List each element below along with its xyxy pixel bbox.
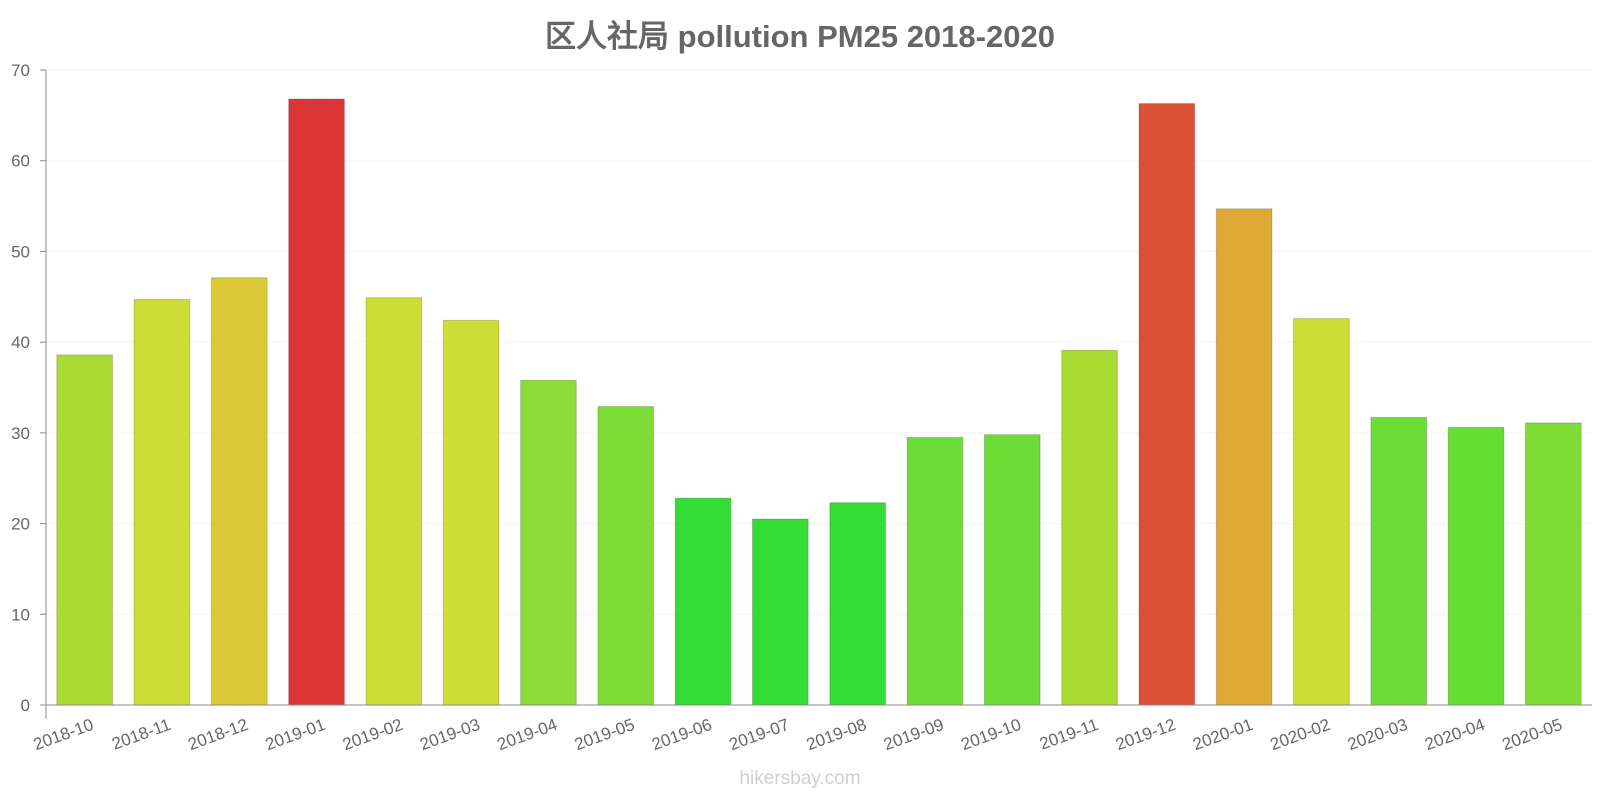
bar-2019-05 — [597, 406, 655, 706]
y-tick-label: 40 — [11, 333, 30, 352]
x-tick-label: 2019-06 — [649, 715, 714, 754]
x-tick-label: 2019-01 — [263, 715, 328, 754]
y-tick-label: 60 — [11, 152, 30, 171]
x-axis-ticks: 2018-10 2018-11 2018-12 2019-01 2019-02 2019-… — [31, 715, 1565, 754]
bar-2020-05 — [1525, 422, 1582, 706]
x-tick-label: 2018-12 — [185, 715, 250, 754]
x-tick-label: 2019-11 — [1037, 715, 1101, 754]
x-tick-label: 2019-03 — [417, 715, 482, 754]
x-tick-label: 2019-07 — [727, 715, 792, 754]
x-tick-label: 2019-02 — [340, 715, 405, 754]
bar-2019-02 — [365, 297, 423, 706]
bar-2019-01 — [288, 98, 345, 706]
chart-title: 区人社局 pollution PM25 2018-2020 — [545, 19, 1055, 54]
bar-2020-02 — [1293, 318, 1350, 706]
bar-2019-04 — [520, 379, 577, 706]
x-tick-label: 2019-08 — [804, 715, 869, 754]
watermark: hikersbay.com — [739, 768, 861, 789]
y-tick-label: 0 — [21, 696, 30, 715]
bar-2019-09 — [906, 436, 964, 706]
x-tick-label: 2020-04 — [1422, 715, 1487, 754]
bar-2019-12 — [1138, 103, 1196, 706]
bar-2018-12 — [210, 277, 268, 706]
bar-2020-01 — [1215, 208, 1273, 706]
bar-2018-10 — [56, 354, 113, 706]
bar-2018-11 — [133, 299, 191, 706]
x-tick-label: 2018-10 — [31, 715, 96, 754]
y-tick-label: 30 — [11, 424, 30, 443]
x-tick-label: 2020-03 — [1345, 715, 1410, 754]
bars — [56, 98, 1582, 706]
bar-2019-08 — [829, 502, 886, 706]
bar-2019-06 — [674, 497, 732, 706]
y-axis-ticks: 0 10 20 30 40 50 60 70 — [11, 61, 46, 715]
x-tick-label: 2020-05 — [1500, 715, 1565, 754]
bar-2019-07 — [752, 518, 809, 706]
bar-2019-10 — [983, 434, 1041, 706]
y-tick-label: 10 — [11, 605, 30, 624]
x-tick-label: 2020-02 — [1268, 715, 1333, 754]
x-tick-label: 2019-12 — [1113, 715, 1178, 754]
bar-2019-11 — [1061, 349, 1118, 706]
y-tick-label: 50 — [11, 242, 30, 261]
bar-2019-03 — [442, 319, 500, 706]
bar-2020-04 — [1447, 426, 1505, 706]
x-tick-label: 2019-10 — [958, 715, 1023, 754]
x-tick-label: 2019-05 — [572, 715, 637, 754]
x-tick-label: 2019-04 — [495, 715, 560, 754]
y-tick-label: 20 — [11, 515, 30, 534]
bar-2020-03 — [1370, 416, 1428, 706]
y-tick-label: 70 — [11, 61, 30, 80]
x-tick-label: 2019-09 — [881, 715, 946, 754]
grid-lines — [46, 69, 1592, 615]
x-tick-label: 2020-01 — [1190, 715, 1255, 754]
x-tick-label: 2018-11 — [109, 715, 173, 754]
